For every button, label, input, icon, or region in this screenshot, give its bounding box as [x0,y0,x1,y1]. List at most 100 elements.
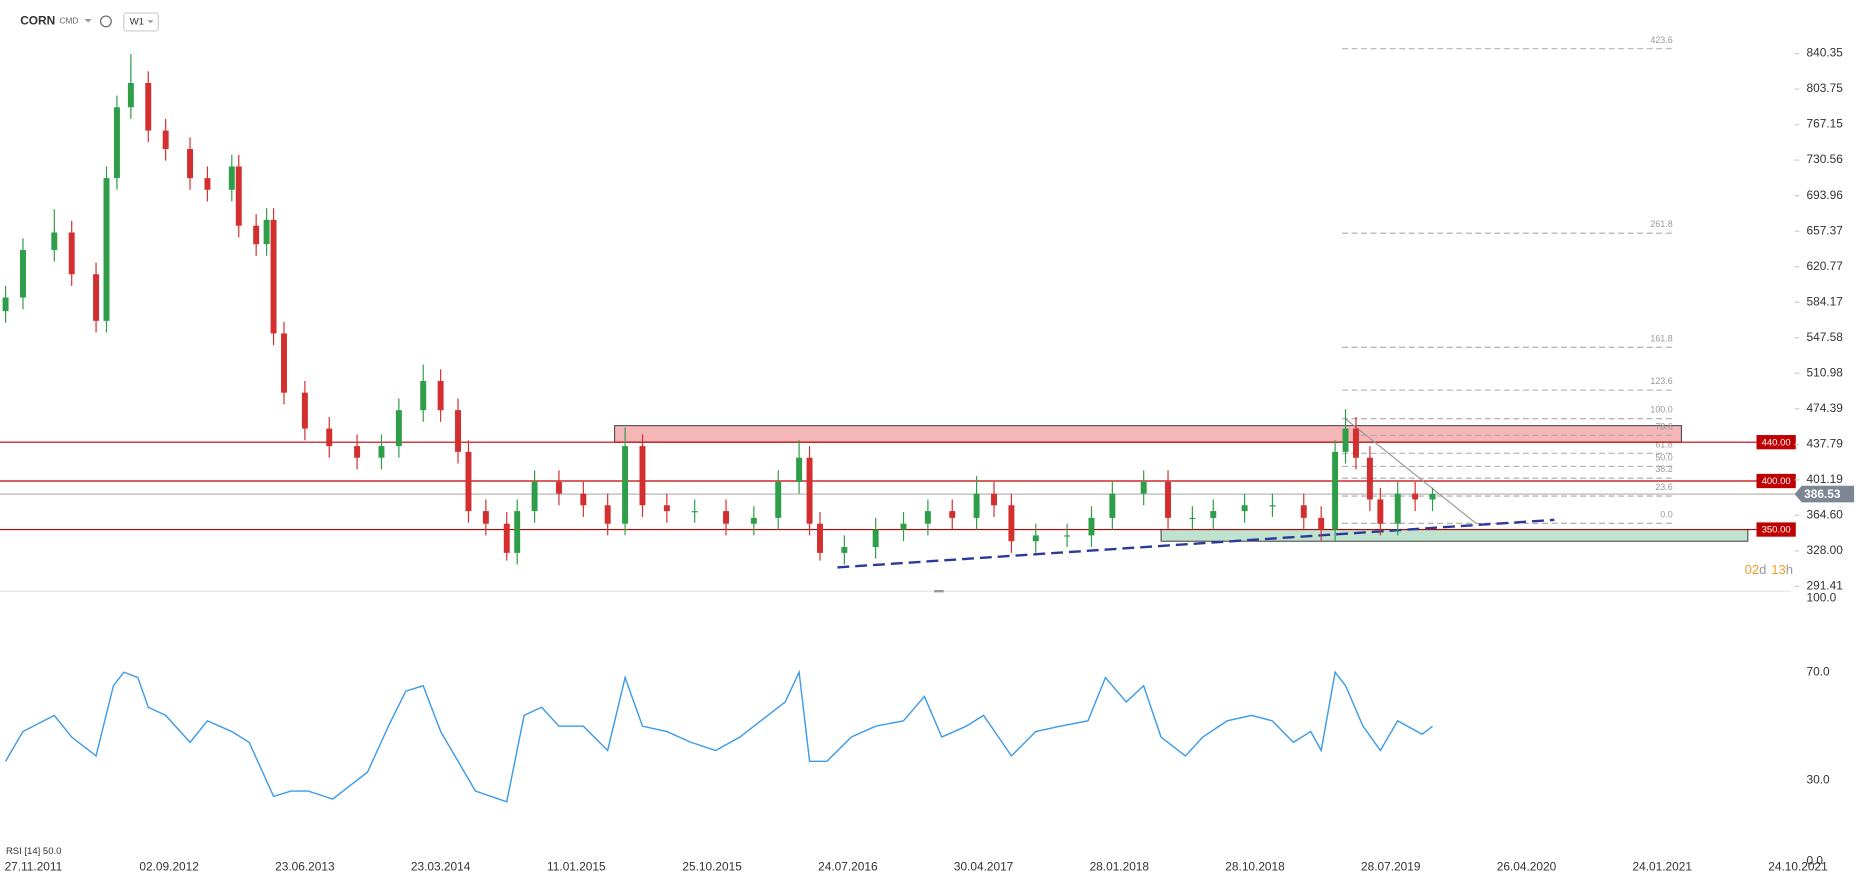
candle-body [1300,505,1307,518]
candle-body [228,166,235,190]
candle-body [1189,517,1196,520]
x-tick-label: 27.11.2011 [5,859,63,873]
y-tick-label: 510.98 [1806,365,1843,379]
candle-body [204,178,211,190]
info-icon[interactable] [99,15,112,28]
candle-body [103,178,110,321]
level-tag [1756,473,1796,489]
rsi-tick-label: 70.0 [1806,664,1830,678]
x-tick-label: 24.07.2016 [818,859,878,873]
candle-body [775,481,782,518]
y-tick-label: 620.77 [1806,259,1842,273]
y-tick-label: 767.15 [1806,117,1843,131]
candle-body [465,451,472,512]
candle-body [378,446,385,458]
candle-body [455,410,461,452]
x-tick-label: 23.06.2013 [275,859,335,873]
y-tick-label: 364.60 [1806,508,1843,522]
candle-body [51,232,58,250]
y-tick-label: 657.37 [1806,223,1842,237]
fib-label: 100.0 [1650,405,1672,415]
candle-body [253,225,260,245]
candle-body [973,493,980,518]
candle-body [1332,451,1339,530]
last-price-tag [1794,485,1855,503]
x-tick-label: 28.10.2018 [1225,859,1285,873]
rsi-tick-label: 0.0 [1806,853,1823,867]
y-tick-label: 547.58 [1806,330,1843,344]
countdown-part: d [1759,562,1766,577]
candle-body [482,511,489,524]
candle-body [1032,535,1039,542]
candle-body [235,166,242,226]
candle-body [1064,535,1071,537]
candle-body [1008,505,1015,542]
candle-body [263,219,270,245]
market: CMD [60,16,79,26]
candle-body [1366,457,1373,500]
y-tick-label: 840.35 [1806,46,1843,60]
candle-body [1140,481,1147,494]
candle-body [301,392,308,429]
fib-label: 261.8 [1650,219,1672,229]
candle-body [326,428,333,447]
candle-body [395,410,402,447]
candle-body [127,82,134,108]
candle-body [1377,499,1384,524]
x-tick-label: 30.04.2017 [954,859,1013,873]
candle-body [796,457,803,482]
trendline [1345,418,1477,525]
rsi-tick-label: 30.0 [1806,772,1830,786]
indicator-legend: RSI [14] 50.0 [6,846,61,857]
trendline [837,518,1555,569]
candle-body [723,511,729,524]
x-tick-label: 25.10.2015 [682,859,742,873]
candle-body [817,523,823,553]
candle-body [1429,494,1436,500]
candle-body [1210,511,1217,518]
candle-body [1241,505,1248,512]
fib-label: 50.0 [1655,452,1672,462]
x-tick-label: 28.01.2018 [1090,859,1150,873]
candle-body [1342,428,1349,452]
interval-button[interactable] [123,12,159,32]
candle-body [872,529,879,548]
y-tick-label: 730.56 [1806,152,1843,166]
candle-body [924,511,931,524]
candle-body [900,523,907,530]
fib-label: 61.8 [1655,439,1672,449]
candle-body [270,219,277,334]
fib-label: 161.8 [1650,333,1672,343]
x-tick-label: 24.01.2021 [1633,859,1693,873]
level-label: 440.00 [1762,437,1791,448]
candle-body [806,457,813,524]
y-tick-label: 291.41 [1806,579,1843,593]
x-tick-label: 28.07.2019 [1361,859,1421,873]
candle-body [19,249,26,298]
candle-body [691,511,698,513]
candle-body [555,481,562,494]
candle-body [281,333,287,393]
candle-body [162,130,169,150]
dropdown-arrow[interactable] [147,20,154,24]
candle-body [420,381,427,411]
fib-label: 78.6 [1655,421,1672,431]
y-tick-label: 401.19 [1806,472,1843,486]
level-tag [1756,435,1796,450]
dropdown-arrow[interactable] [84,19,92,23]
candle-body [1109,493,1116,518]
countdown-part: h [1786,562,1793,577]
x-tick-label: 02.09.2012 [139,859,198,873]
y-tick-label: 693.96 [1806,188,1843,202]
interval[interactable]: W1 [130,17,144,28]
level-label: 350.00 [1762,525,1791,536]
rsi-line [4,669,1434,803]
candle-body [1269,505,1276,507]
countdown-part: 13 [1771,562,1786,577]
candle-body [2,297,9,312]
symbol[interactable]: CORN [20,14,55,28]
fib-label: 423.6 [1650,35,1672,45]
candle-body [503,523,510,553]
